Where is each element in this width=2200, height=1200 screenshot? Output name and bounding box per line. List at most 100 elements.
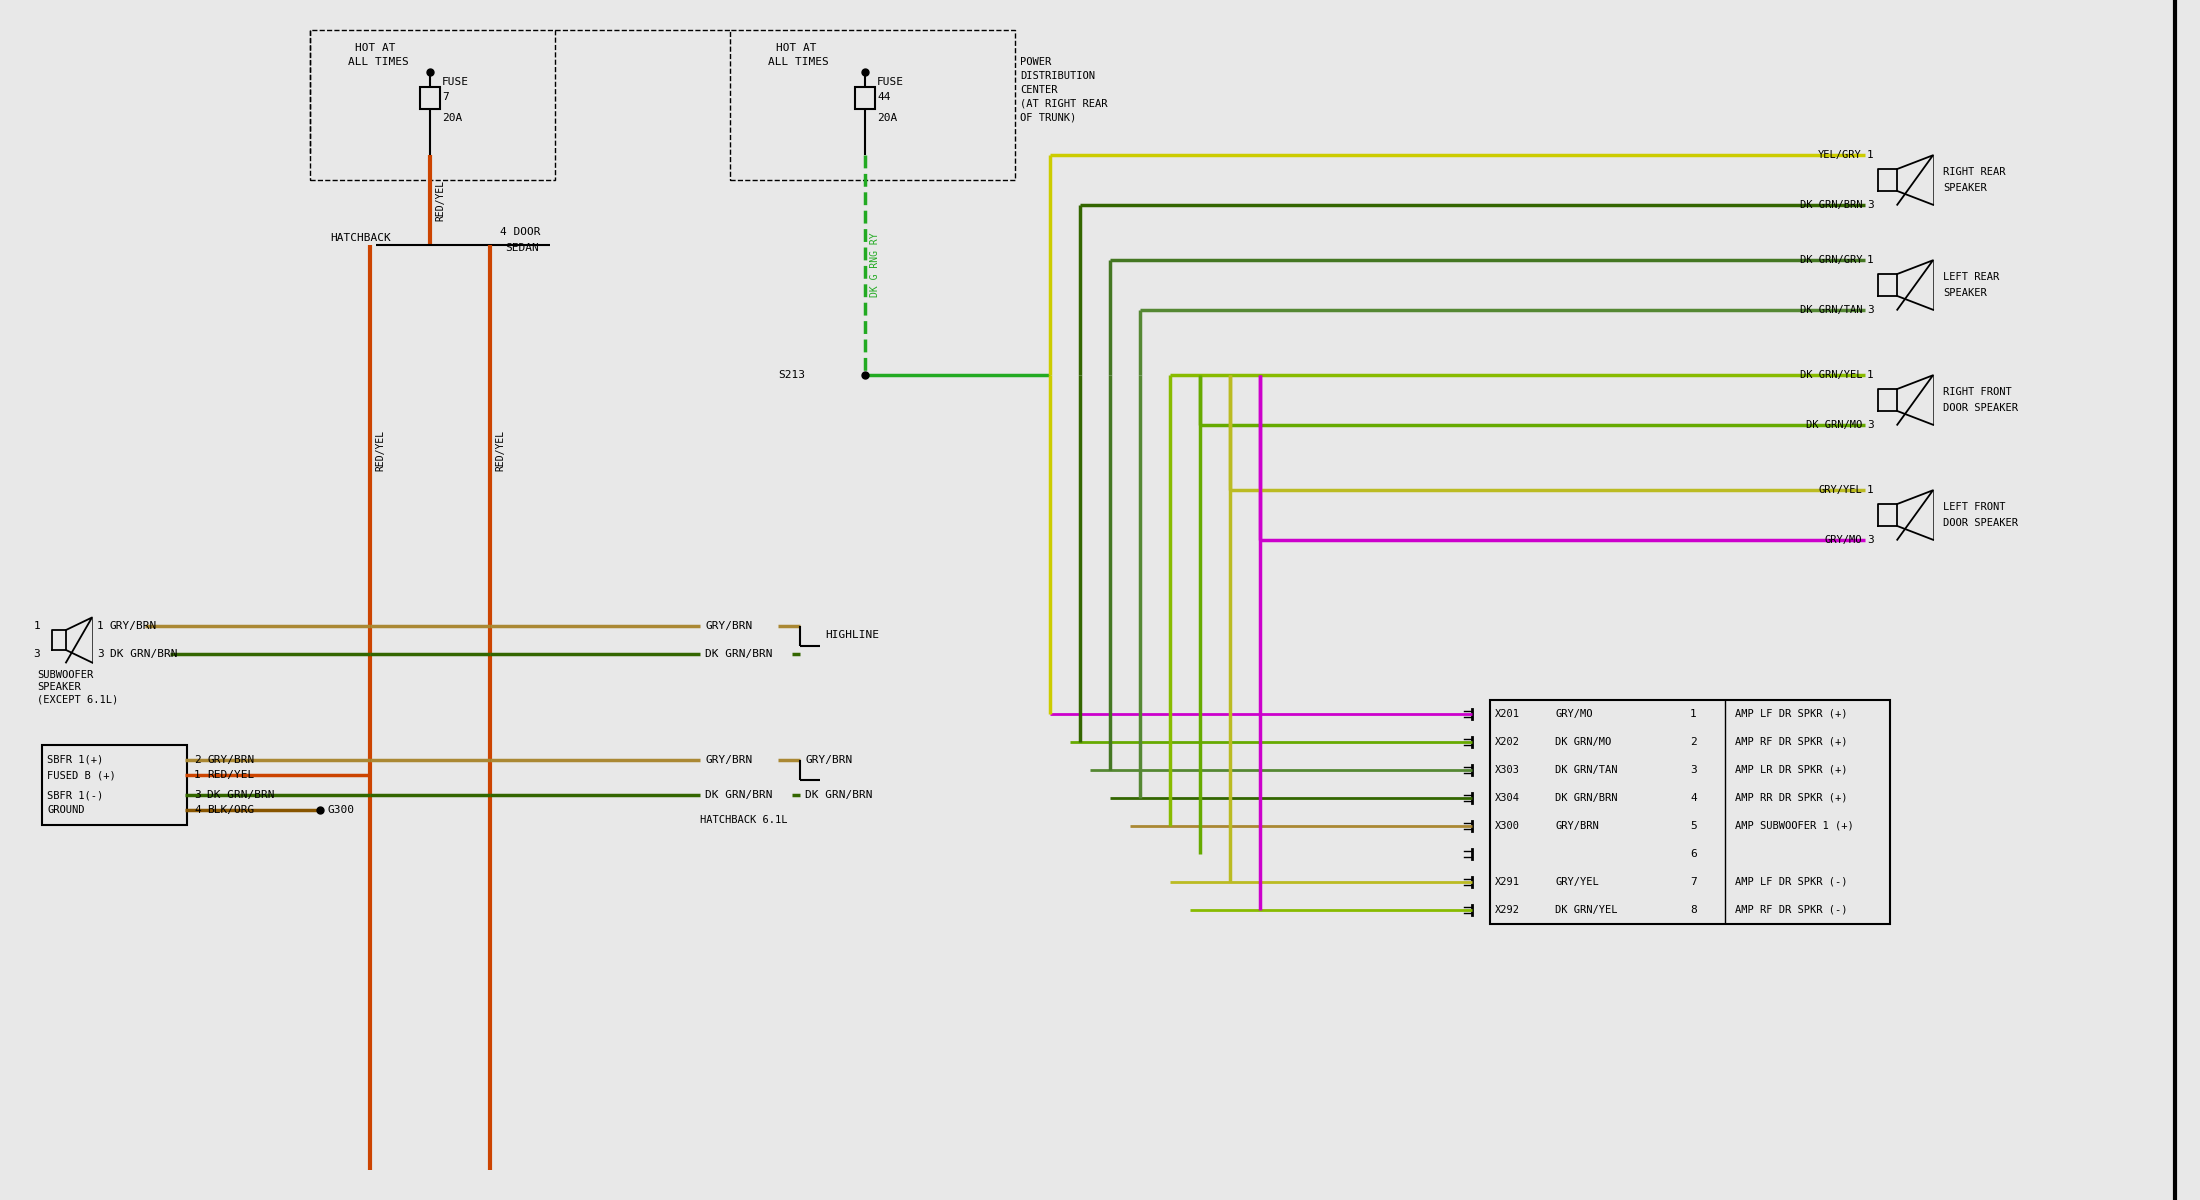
Text: FUSE: FUSE <box>442 77 469 86</box>
Text: DK GRN/MO: DK GRN/MO <box>1555 737 1610 746</box>
Text: DISTRIBUTION: DISTRIBUTION <box>1021 71 1096 80</box>
Text: RED/YEL: RED/YEL <box>207 770 255 780</box>
Text: RED/YEL: RED/YEL <box>374 430 385 470</box>
Text: DK GRN/YEL: DK GRN/YEL <box>1555 905 1617 914</box>
Bar <box>420 86 440 109</box>
Text: DK GRN/YEL: DK GRN/YEL <box>1800 370 1861 380</box>
Text: SEDAN: SEDAN <box>506 242 539 253</box>
Text: SBFR 1(+): SBFR 1(+) <box>46 755 103 766</box>
Text: GRY/BRN: GRY/BRN <box>704 755 752 766</box>
Text: POWER: POWER <box>1021 56 1052 67</box>
Text: 20A: 20A <box>442 113 462 122</box>
Text: SPEAKER: SPEAKER <box>1943 182 1987 193</box>
Text: X291: X291 <box>1496 877 1520 887</box>
Text: RED/YEL: RED/YEL <box>495 430 506 470</box>
Text: X202: X202 <box>1496 737 1520 746</box>
Text: AMP LR DR SPKR (+): AMP LR DR SPKR (+) <box>1736 766 1848 775</box>
Bar <box>1489 700 1890 924</box>
Text: DK GRN/BRN: DK GRN/BRN <box>704 790 772 800</box>
Text: 3: 3 <box>97 649 103 659</box>
Text: 1: 1 <box>1690 709 1696 719</box>
Text: GRY/BRN: GRY/BRN <box>805 755 851 766</box>
Text: DK GRN/BRN: DK GRN/BRN <box>1800 200 1861 210</box>
Text: YEL/GRY: YEL/GRY <box>1817 150 1861 160</box>
Text: AMP RR DR SPKR (+): AMP RR DR SPKR (+) <box>1736 793 1848 803</box>
Text: LEFT FRONT: LEFT FRONT <box>1943 502 2006 512</box>
Text: HOT AT: HOT AT <box>777 43 816 53</box>
Text: 4: 4 <box>194 805 200 815</box>
Text: DK GRN/MO: DK GRN/MO <box>1806 420 1861 430</box>
Text: GRY/YEL: GRY/YEL <box>1817 485 1861 494</box>
Text: FUSED B (+): FUSED B (+) <box>46 770 117 780</box>
Text: GROUND: GROUND <box>46 805 84 815</box>
Text: G300: G300 <box>328 805 354 815</box>
Text: GRY/BRN: GRY/BRN <box>207 755 255 766</box>
Text: DK GRN/BRN: DK GRN/BRN <box>805 790 873 800</box>
Text: 3: 3 <box>1868 420 1874 430</box>
Text: 3: 3 <box>194 790 200 800</box>
Text: FUSE: FUSE <box>878 77 904 86</box>
Text: DOOR SPEAKER: DOOR SPEAKER <box>1943 403 2017 413</box>
Text: X292: X292 <box>1496 905 1520 914</box>
Text: 1: 1 <box>1868 485 1874 494</box>
Text: 4: 4 <box>1690 793 1696 803</box>
Text: (EXCEPT 6.1L): (EXCEPT 6.1L) <box>37 694 119 704</box>
Text: RED/YEL: RED/YEL <box>436 180 444 221</box>
Text: SBFR 1(-): SBFR 1(-) <box>46 790 103 800</box>
Text: SPEAKER: SPEAKER <box>1943 288 1987 298</box>
Text: DK GRN/GRY: DK GRN/GRY <box>1800 254 1861 265</box>
Text: 1: 1 <box>97 622 103 631</box>
Text: X303: X303 <box>1496 766 1520 775</box>
Text: 3: 3 <box>1690 766 1696 775</box>
Text: DK GRN/BRN: DK GRN/BRN <box>207 790 275 800</box>
Text: 44: 44 <box>878 92 891 102</box>
Text: 1: 1 <box>1868 254 1874 265</box>
Text: LEFT REAR: LEFT REAR <box>1943 272 2000 282</box>
Text: SUBWOOFER: SUBWOOFER <box>37 670 92 680</box>
Text: S213: S213 <box>779 370 805 380</box>
Text: DK GRN/TAN: DK GRN/TAN <box>1555 766 1617 775</box>
Text: BLK/ORG: BLK/ORG <box>207 805 255 815</box>
Text: RIGHT FRONT: RIGHT FRONT <box>1943 386 2011 397</box>
Text: GRY/MO: GRY/MO <box>1824 535 1861 545</box>
Text: 1: 1 <box>194 770 200 780</box>
Text: GRY/BRN: GRY/BRN <box>704 622 752 631</box>
Text: 3: 3 <box>33 649 40 659</box>
Text: AMP RF DR SPKR (-): AMP RF DR SPKR (-) <box>1736 905 1848 914</box>
Text: OF TRUNK): OF TRUNK) <box>1021 113 1076 122</box>
Text: 3: 3 <box>1868 535 1874 545</box>
Text: AMP RF DR SPKR (+): AMP RF DR SPKR (+) <box>1736 737 1848 746</box>
Text: 1: 1 <box>1868 150 1874 160</box>
Text: ALL TIMES: ALL TIMES <box>348 56 409 67</box>
Text: 2: 2 <box>1690 737 1696 746</box>
Text: HATCHBACK: HATCHBACK <box>330 233 392 242</box>
Text: 3: 3 <box>1868 200 1874 210</box>
Text: HOT AT: HOT AT <box>354 43 396 53</box>
Text: GRY/YEL: GRY/YEL <box>1555 877 1599 887</box>
Text: GRY/BRN: GRY/BRN <box>1555 821 1599 830</box>
Text: HIGHLINE: HIGHLINE <box>825 630 880 640</box>
Text: DK G RNG RY: DK G RNG RY <box>869 233 880 298</box>
Text: 8: 8 <box>1690 905 1696 914</box>
Text: AMP LF DR SPKR (-): AMP LF DR SPKR (-) <box>1736 877 1848 887</box>
Text: 2: 2 <box>194 755 200 766</box>
Bar <box>856 86 876 109</box>
Text: CENTER: CENTER <box>1021 85 1058 95</box>
Text: DK GRN/TAN: DK GRN/TAN <box>1800 305 1861 314</box>
Text: 7: 7 <box>1690 877 1696 887</box>
Text: SPEAKER: SPEAKER <box>37 682 81 692</box>
Text: 4 DOOR: 4 DOOR <box>499 227 541 236</box>
Bar <box>42 745 187 826</box>
Text: ALL TIMES: ALL TIMES <box>768 56 829 67</box>
Text: 5: 5 <box>1690 821 1696 830</box>
Text: 20A: 20A <box>878 113 898 122</box>
Text: X201: X201 <box>1496 709 1520 719</box>
Text: HATCHBACK 6.1L: HATCHBACK 6.1L <box>700 815 788 826</box>
Text: 1: 1 <box>33 622 40 631</box>
Text: 6: 6 <box>1690 850 1696 859</box>
Text: (AT RIGHT REAR: (AT RIGHT REAR <box>1021 98 1107 109</box>
Bar <box>730 30 1014 180</box>
Text: DK GRN/BRN: DK GRN/BRN <box>704 649 772 659</box>
Text: DOOR SPEAKER: DOOR SPEAKER <box>1943 518 2017 528</box>
Text: DK GRN/BRN: DK GRN/BRN <box>1555 793 1617 803</box>
